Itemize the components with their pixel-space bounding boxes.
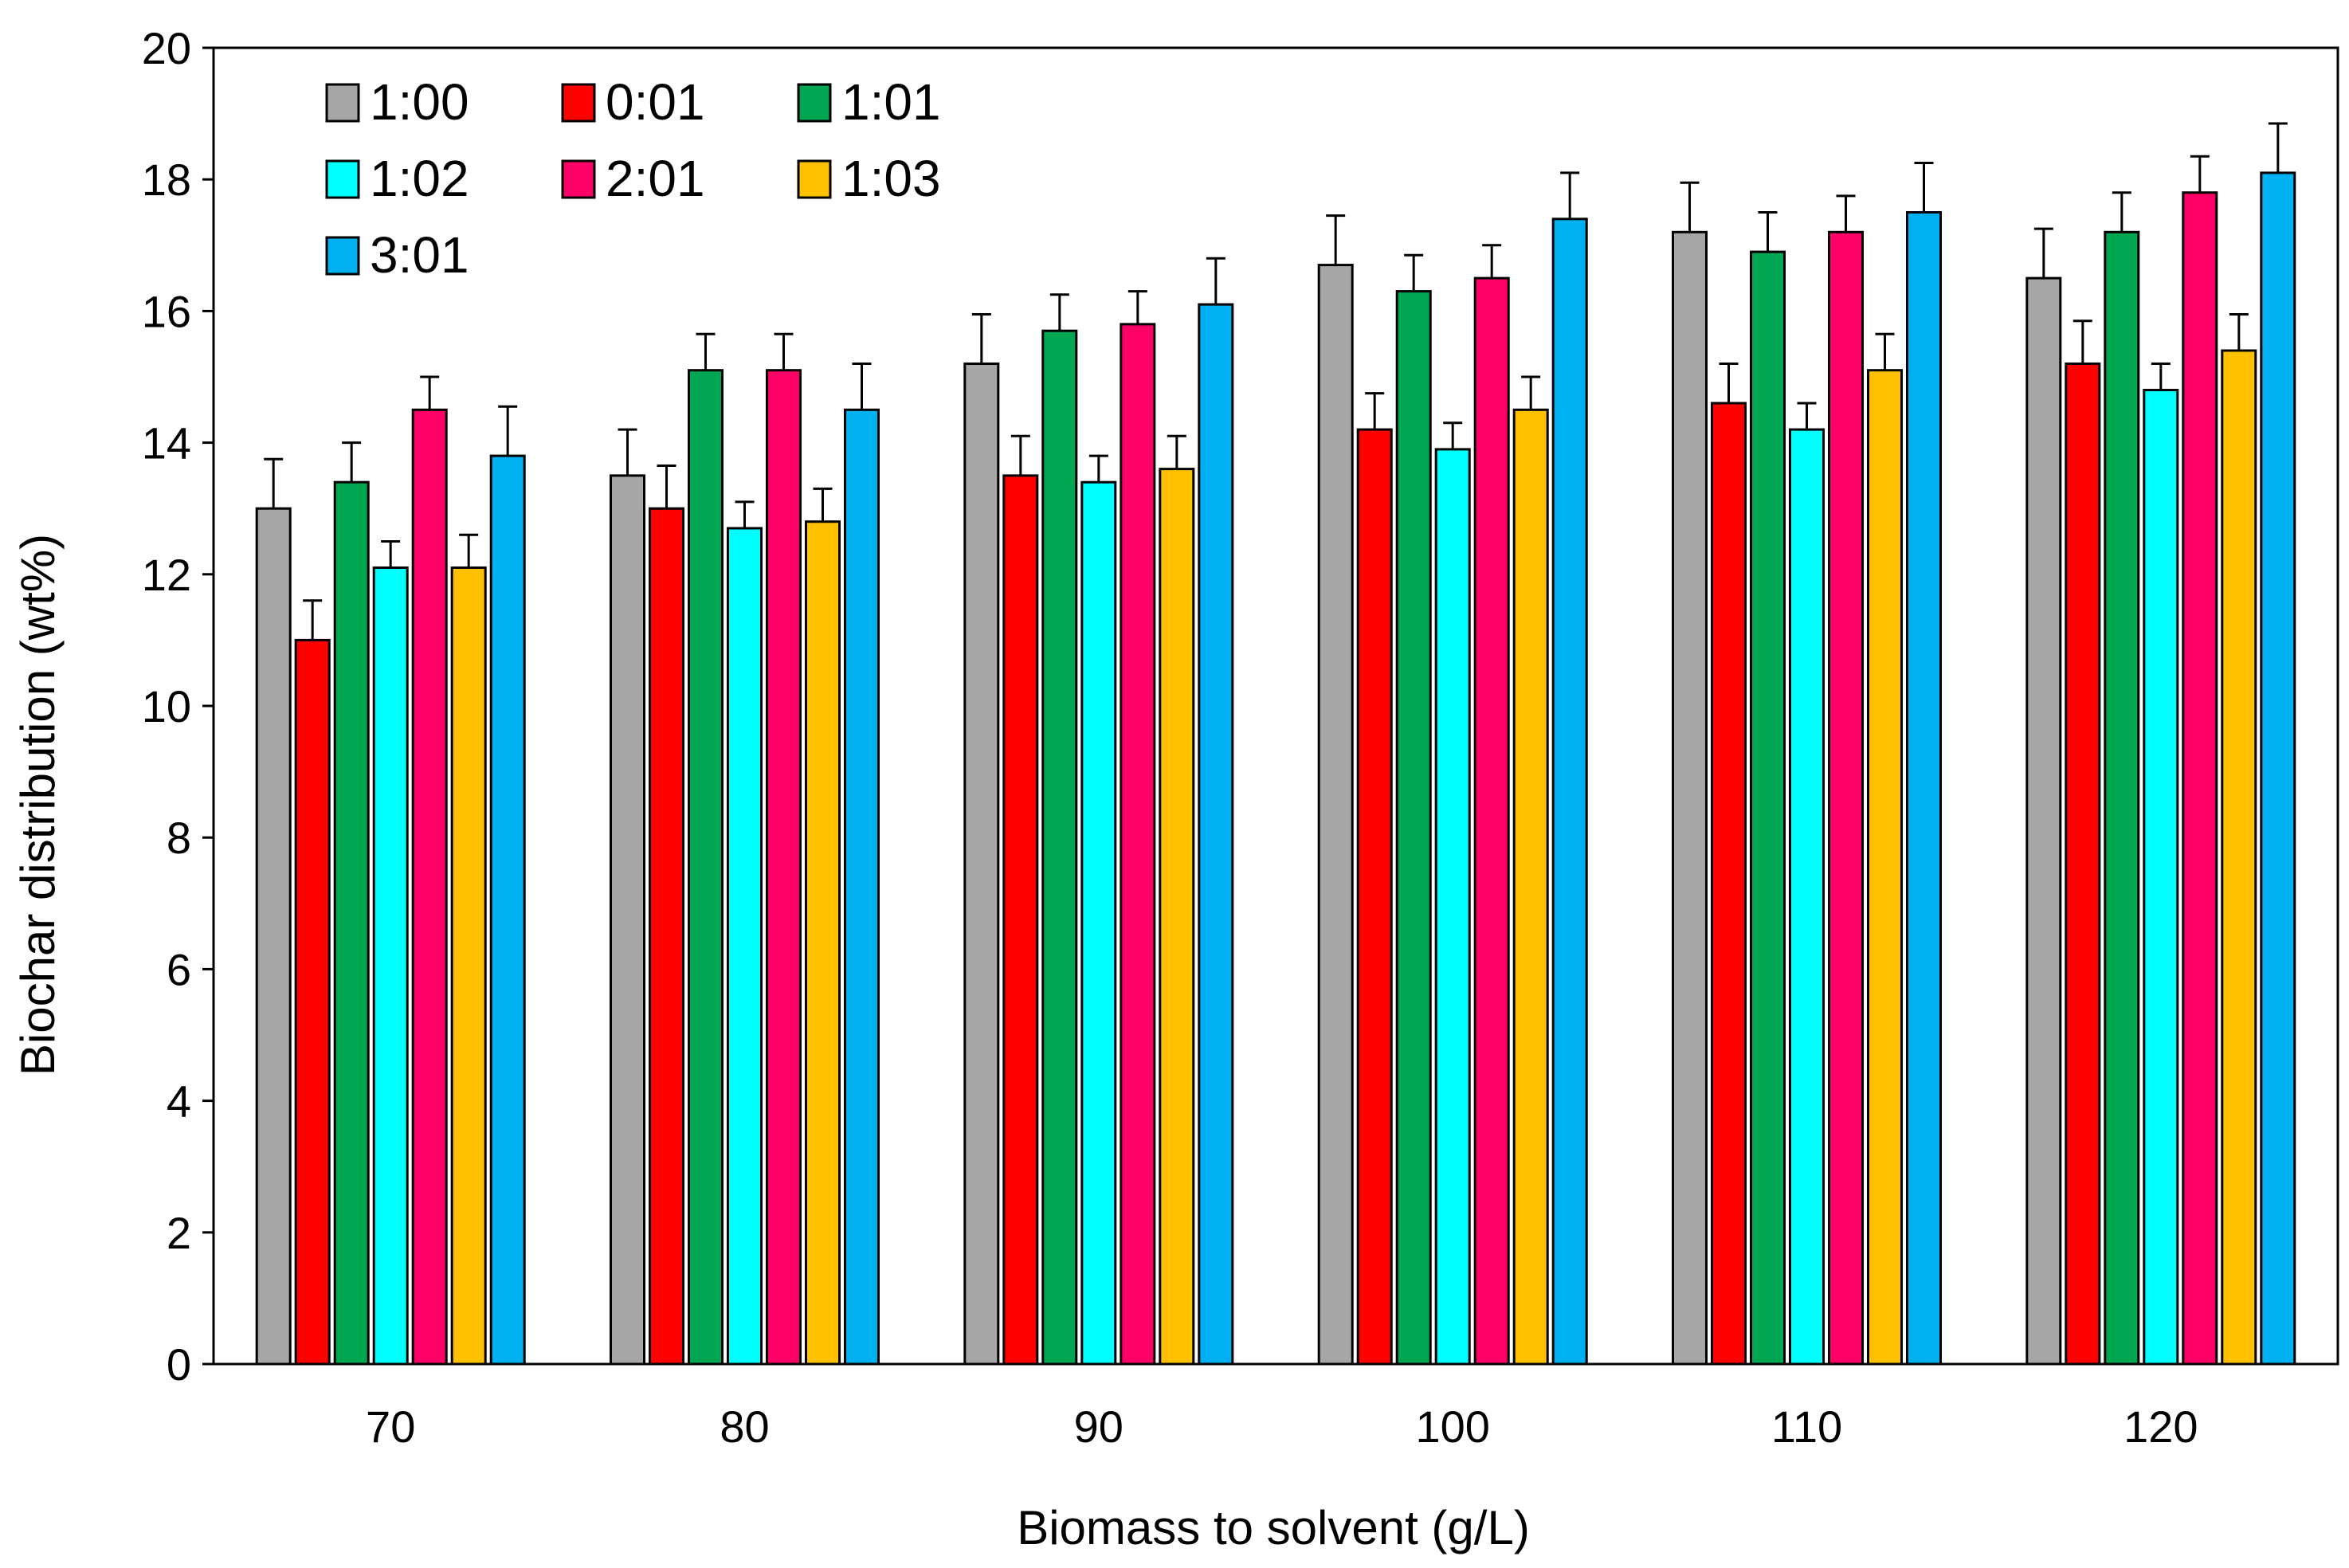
bar-1:01-120: [2104, 230, 2140, 1366]
y-tick-label: 6: [167, 944, 191, 994]
legend-swatch-1:03: [797, 159, 832, 199]
y-tick-label: 8: [167, 813, 191, 863]
y-tick-label: 18: [142, 155, 191, 205]
bar-2:01-100: [1473, 276, 1510, 1366]
bar-3:01-110: [1906, 211, 1942, 1366]
bar-0:01-90: [1002, 474, 1039, 1366]
bar-1:02-100: [1434, 448, 1471, 1366]
bar-3:01-100: [1551, 218, 1588, 1366]
bar-2:01-120: [2182, 191, 2218, 1366]
bar-1:00-110: [1672, 230, 1708, 1366]
bars-layer: [255, 122, 2296, 1366]
x-tick-label: 70: [366, 1401, 415, 1452]
bar-1:01-110: [1750, 250, 1786, 1366]
legend-swatch-1:01: [797, 83, 832, 123]
bar-1:01-90: [1041, 329, 1078, 1366]
bar-2:01-110: [1828, 230, 1864, 1366]
y-tick-label: 16: [142, 286, 191, 336]
bar-1:02-120: [2143, 389, 2179, 1366]
bar-0:01-70: [294, 638, 331, 1366]
bar-1:03-100: [1512, 408, 1549, 1366]
bar-1:00-90: [963, 363, 1000, 1366]
bar-0:01-80: [649, 507, 684, 1366]
bar-1:01-70: [333, 480, 370, 1366]
bar-2:01-70: [411, 408, 448, 1366]
bar-1:03-70: [450, 566, 487, 1366]
bar-1:02-80: [727, 527, 763, 1366]
x-tick-label: 120: [2124, 1401, 2198, 1452]
bar-1:03-80: [805, 520, 841, 1366]
legend-label: 1:02: [370, 150, 469, 207]
bar-1:01-80: [688, 369, 724, 1366]
bar-0:01-120: [2065, 363, 2101, 1366]
legend-label: 1:00: [370, 73, 469, 131]
axes-layer: 70 80 90 100 110 120 0 2 4 6 8 10 12 14 16 18 20: [142, 23, 2339, 1452]
bar-1:00-70: [255, 507, 292, 1366]
bar-1:00-100: [1317, 264, 1354, 1366]
bar-0:01-110: [1711, 402, 1747, 1366]
legend-swatch-0:01: [561, 83, 596, 123]
x-tick-label: 90: [1074, 1401, 1124, 1452]
bar-3:01-120: [2260, 171, 2296, 1366]
bar-3:01-70: [489, 454, 526, 1366]
legend-swatch-3:01: [325, 236, 360, 276]
bar-1:02-90: [1080, 480, 1117, 1366]
legend-label: 1:03: [841, 150, 941, 207]
bar-1:02-70: [372, 566, 409, 1366]
y-tick-label: 2: [167, 1208, 191, 1258]
y-tick-label: 4: [167, 1076, 191, 1127]
bar-2:01-80: [766, 369, 802, 1366]
legend-swatch-2:01: [561, 159, 596, 199]
legend-label: 3:01: [370, 226, 469, 284]
x-axis-title: Biomass to solvent (g/L): [1017, 1501, 1530, 1554]
bar-1:00-120: [2025, 276, 2062, 1366]
y-tick-label: 10: [142, 681, 191, 731]
legend-swatch-1:00: [325, 83, 360, 123]
bar-2:01-90: [1120, 323, 1156, 1366]
y-tick-label: 14: [142, 418, 191, 468]
bar-1:03-110: [1867, 369, 1903, 1366]
bar-1:03-120: [2221, 349, 2257, 1366]
bar-3:01-80: [844, 408, 880, 1366]
plot-frame: [212, 46, 2339, 1366]
y-tick-label: 12: [142, 550, 191, 600]
legend-label: 0:01: [606, 73, 705, 131]
bar-1:02-110: [1789, 428, 1825, 1366]
bar-0:01-100: [1356, 428, 1393, 1366]
legend-label: 2:01: [606, 150, 705, 207]
bar-1:01-100: [1395, 290, 1432, 1366]
legend-label: 1:01: [841, 73, 941, 131]
y-tick-label: 20: [142, 23, 191, 73]
x-tick-label: 100: [1415, 1401, 1489, 1452]
bar-3:01-90: [1198, 303, 1234, 1366]
y-axis-title: Biochar distribution (wt%): [11, 534, 65, 1076]
legend-swatch-1:02: [325, 159, 360, 199]
legend: 1:00 0:01 1:01 1:02 2:01 1:03 3:01: [325, 73, 941, 284]
y-tick-label: 0: [167, 1339, 191, 1390]
bar-1:03-90: [1159, 468, 1195, 1366]
x-tick-label: 80: [720, 1401, 769, 1452]
bar-1:00-80: [610, 474, 645, 1366]
x-tick-label: 110: [1771, 1401, 1842, 1452]
